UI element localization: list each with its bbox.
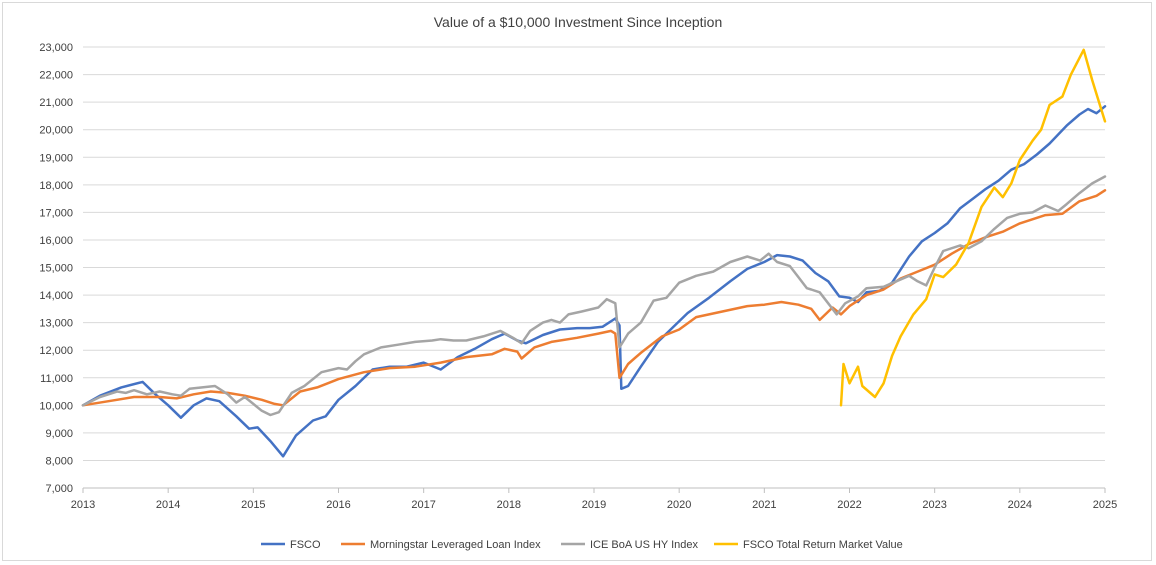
series-line-0 [81, 105, 1107, 458]
y-tick-label: 23,000 [39, 42, 73, 54]
y-tick-label: 13,000 [39, 318, 73, 330]
legend-label: FSCO Total Return Market Value [743, 539, 903, 551]
x-tick-label: 2022 [837, 499, 861, 511]
chart-title: Value of a $10,000 Investment Since Ince… [434, 14, 723, 30]
x-tick-label: 2018 [497, 499, 521, 511]
y-tick-label: 18,000 [39, 180, 73, 192]
x-tick-label: 2020 [667, 499, 691, 511]
y-axis: 7,000 8,000 9,000 10,000 11,000 12,000 13,000 1… [39, 42, 73, 495]
y-tick-label: 19,000 [39, 152, 73, 164]
y-tick-label: 21,000 [39, 97, 73, 109]
series-line-2 [81, 175, 1107, 417]
x-tick-label: 2016 [326, 499, 350, 511]
series-line-1 [81, 189, 1107, 407]
y-tick-label: 7,000 [45, 483, 73, 495]
y-tick-label: 17,000 [39, 207, 73, 219]
x-tick-label: 2021 [752, 499, 776, 511]
x-tick-label: 2025 [1093, 499, 1117, 511]
x-tick-label: 2013 [71, 499, 95, 511]
y-tick-label: 11,000 [40, 373, 73, 385]
y-tick-label: 14,000 [39, 290, 73, 302]
x-tick-label: 2019 [582, 499, 606, 511]
series-line-3 [839, 48, 1107, 407]
x-tick-label: 2017 [411, 499, 435, 511]
y-tick-label: 22,000 [39, 70, 73, 82]
y-tick-label: 15,000 [39, 263, 73, 275]
y-tick-label: 9,000 [45, 428, 73, 440]
plot-area [81, 48, 1107, 458]
y-tick-label: 20,000 [39, 125, 73, 137]
y-tick-label: 16,000 [39, 235, 73, 247]
x-axis: 2013 2014 2015 2016 2017 2018 2019 2020 2021 2022… [71, 487, 1117, 511]
y-tick-label: 12,000 [39, 345, 73, 357]
y-tick-label: 8,000 [45, 455, 73, 467]
legend-label: Morningstar Leveraged Loan Index [370, 539, 541, 551]
grid-layer [83, 46, 1105, 461]
legend-label: FSCO [290, 539, 321, 551]
x-tick-label: 2024 [1008, 499, 1032, 511]
x-tick-label: 2014 [156, 499, 180, 511]
x-tick-label: 2015 [241, 499, 265, 511]
chart-svg: Value of a $10,000 Investment Since Ince… [39, 14, 1117, 551]
y-tick-label: 10,000 [39, 400, 73, 412]
legend-label: ICE BoA US HY Index [590, 539, 699, 551]
x-tick-label: 2023 [922, 499, 946, 511]
legend: FSCO Morningstar Leveraged Loan Index ICE … [261, 539, 903, 551]
